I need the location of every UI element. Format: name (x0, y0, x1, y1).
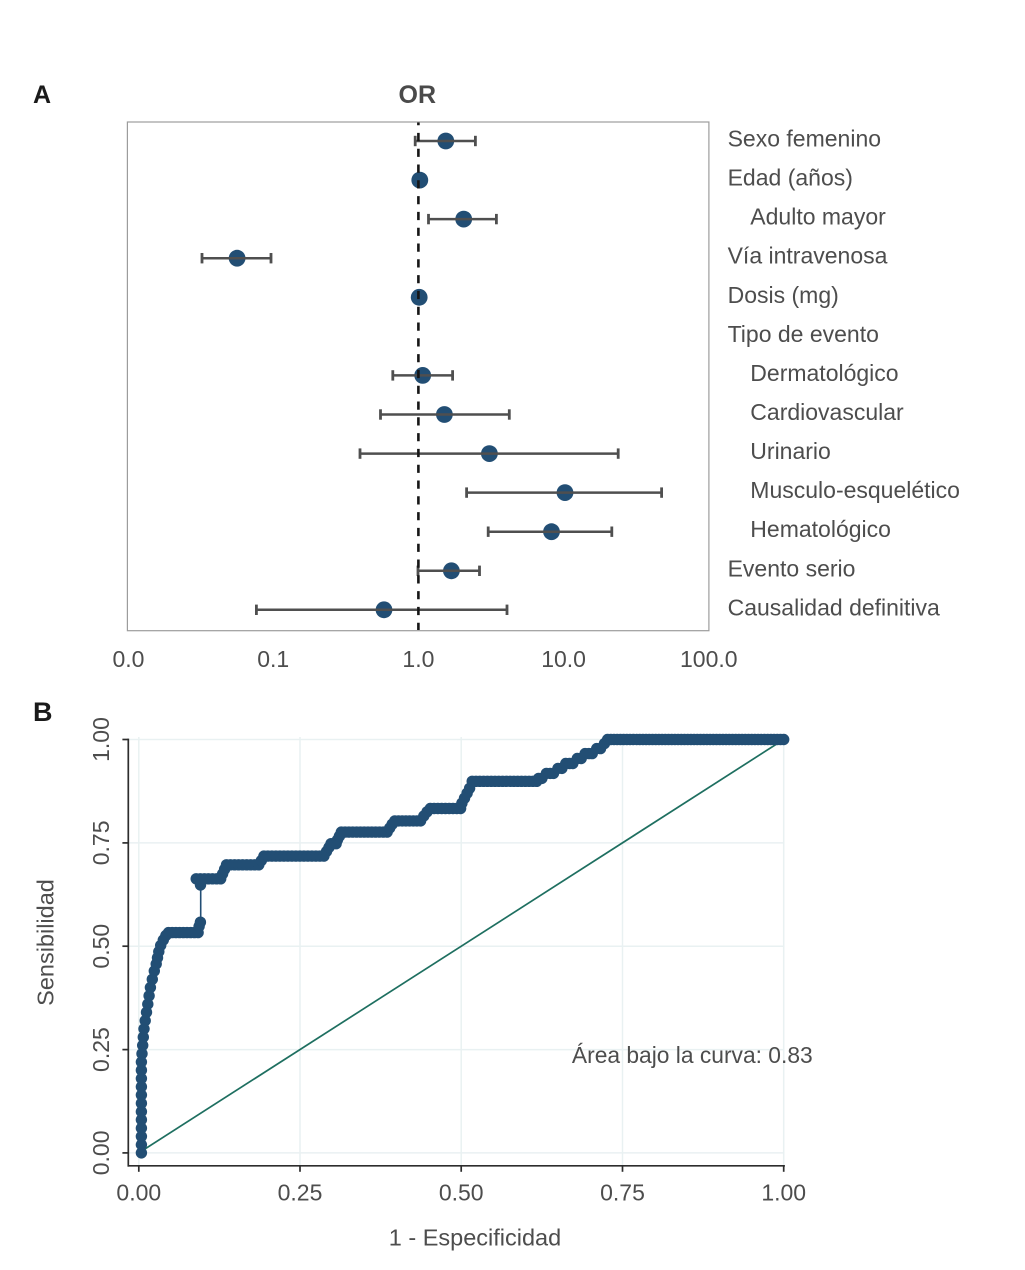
svg-text:Dermatológico: Dermatológico (750, 360, 898, 386)
svg-text:Edad (años): Edad (años) (728, 165, 853, 191)
svg-text:0.25: 0.25 (278, 1180, 323, 1206)
svg-text:B: B (33, 697, 53, 727)
svg-text:Sexo femenino: Sexo femenino (728, 126, 881, 152)
svg-text:Vía intravenosa: Vía intravenosa (728, 243, 888, 269)
svg-text:Dosis (mg): Dosis (mg) (728, 282, 839, 308)
svg-text:0.00: 0.00 (88, 1131, 114, 1176)
svg-text:Adulto mayor: Adulto mayor (750, 204, 886, 230)
svg-text:A: A (33, 81, 51, 109)
svg-text:1.00: 1.00 (761, 1180, 806, 1206)
svg-text:1.0: 1.0 (402, 646, 434, 672)
svg-text:Evento serio: Evento serio (728, 555, 856, 581)
svg-text:0.75: 0.75 (600, 1180, 645, 1206)
svg-text:Área bajo la curva: 0.83: Área bajo la curva: 0.83 (572, 1042, 813, 1068)
svg-text:0.50: 0.50 (439, 1180, 484, 1206)
svg-text:Tipo de evento: Tipo de evento (728, 321, 879, 347)
svg-text:1.00: 1.00 (88, 717, 114, 762)
svg-text:1 - Especificidad: 1 - Especificidad (389, 1225, 561, 1251)
svg-text:10.0: 10.0 (541, 646, 586, 672)
svg-text:100.0: 100.0 (680, 646, 738, 672)
svg-text:0.1: 0.1 (257, 646, 289, 672)
svg-text:0.25: 0.25 (88, 1027, 114, 1072)
svg-text:0.00: 0.00 (116, 1180, 161, 1206)
svg-text:Causalidad definitiva: Causalidad definitiva (728, 594, 940, 620)
svg-text:Urinario: Urinario (750, 438, 831, 464)
svg-text:Sensibilidad: Sensibilidad (33, 879, 59, 1006)
svg-text:Musculo-esquelético: Musculo-esquelético (750, 477, 960, 503)
svg-text:0.50: 0.50 (88, 924, 114, 969)
svg-text:0.0: 0.0 (113, 646, 145, 672)
svg-text:Hematológico: Hematológico (750, 516, 891, 542)
svg-text:Cardiovascular: Cardiovascular (750, 399, 904, 425)
svg-text:OR: OR (399, 81, 437, 109)
svg-text:0.75: 0.75 (88, 821, 114, 866)
